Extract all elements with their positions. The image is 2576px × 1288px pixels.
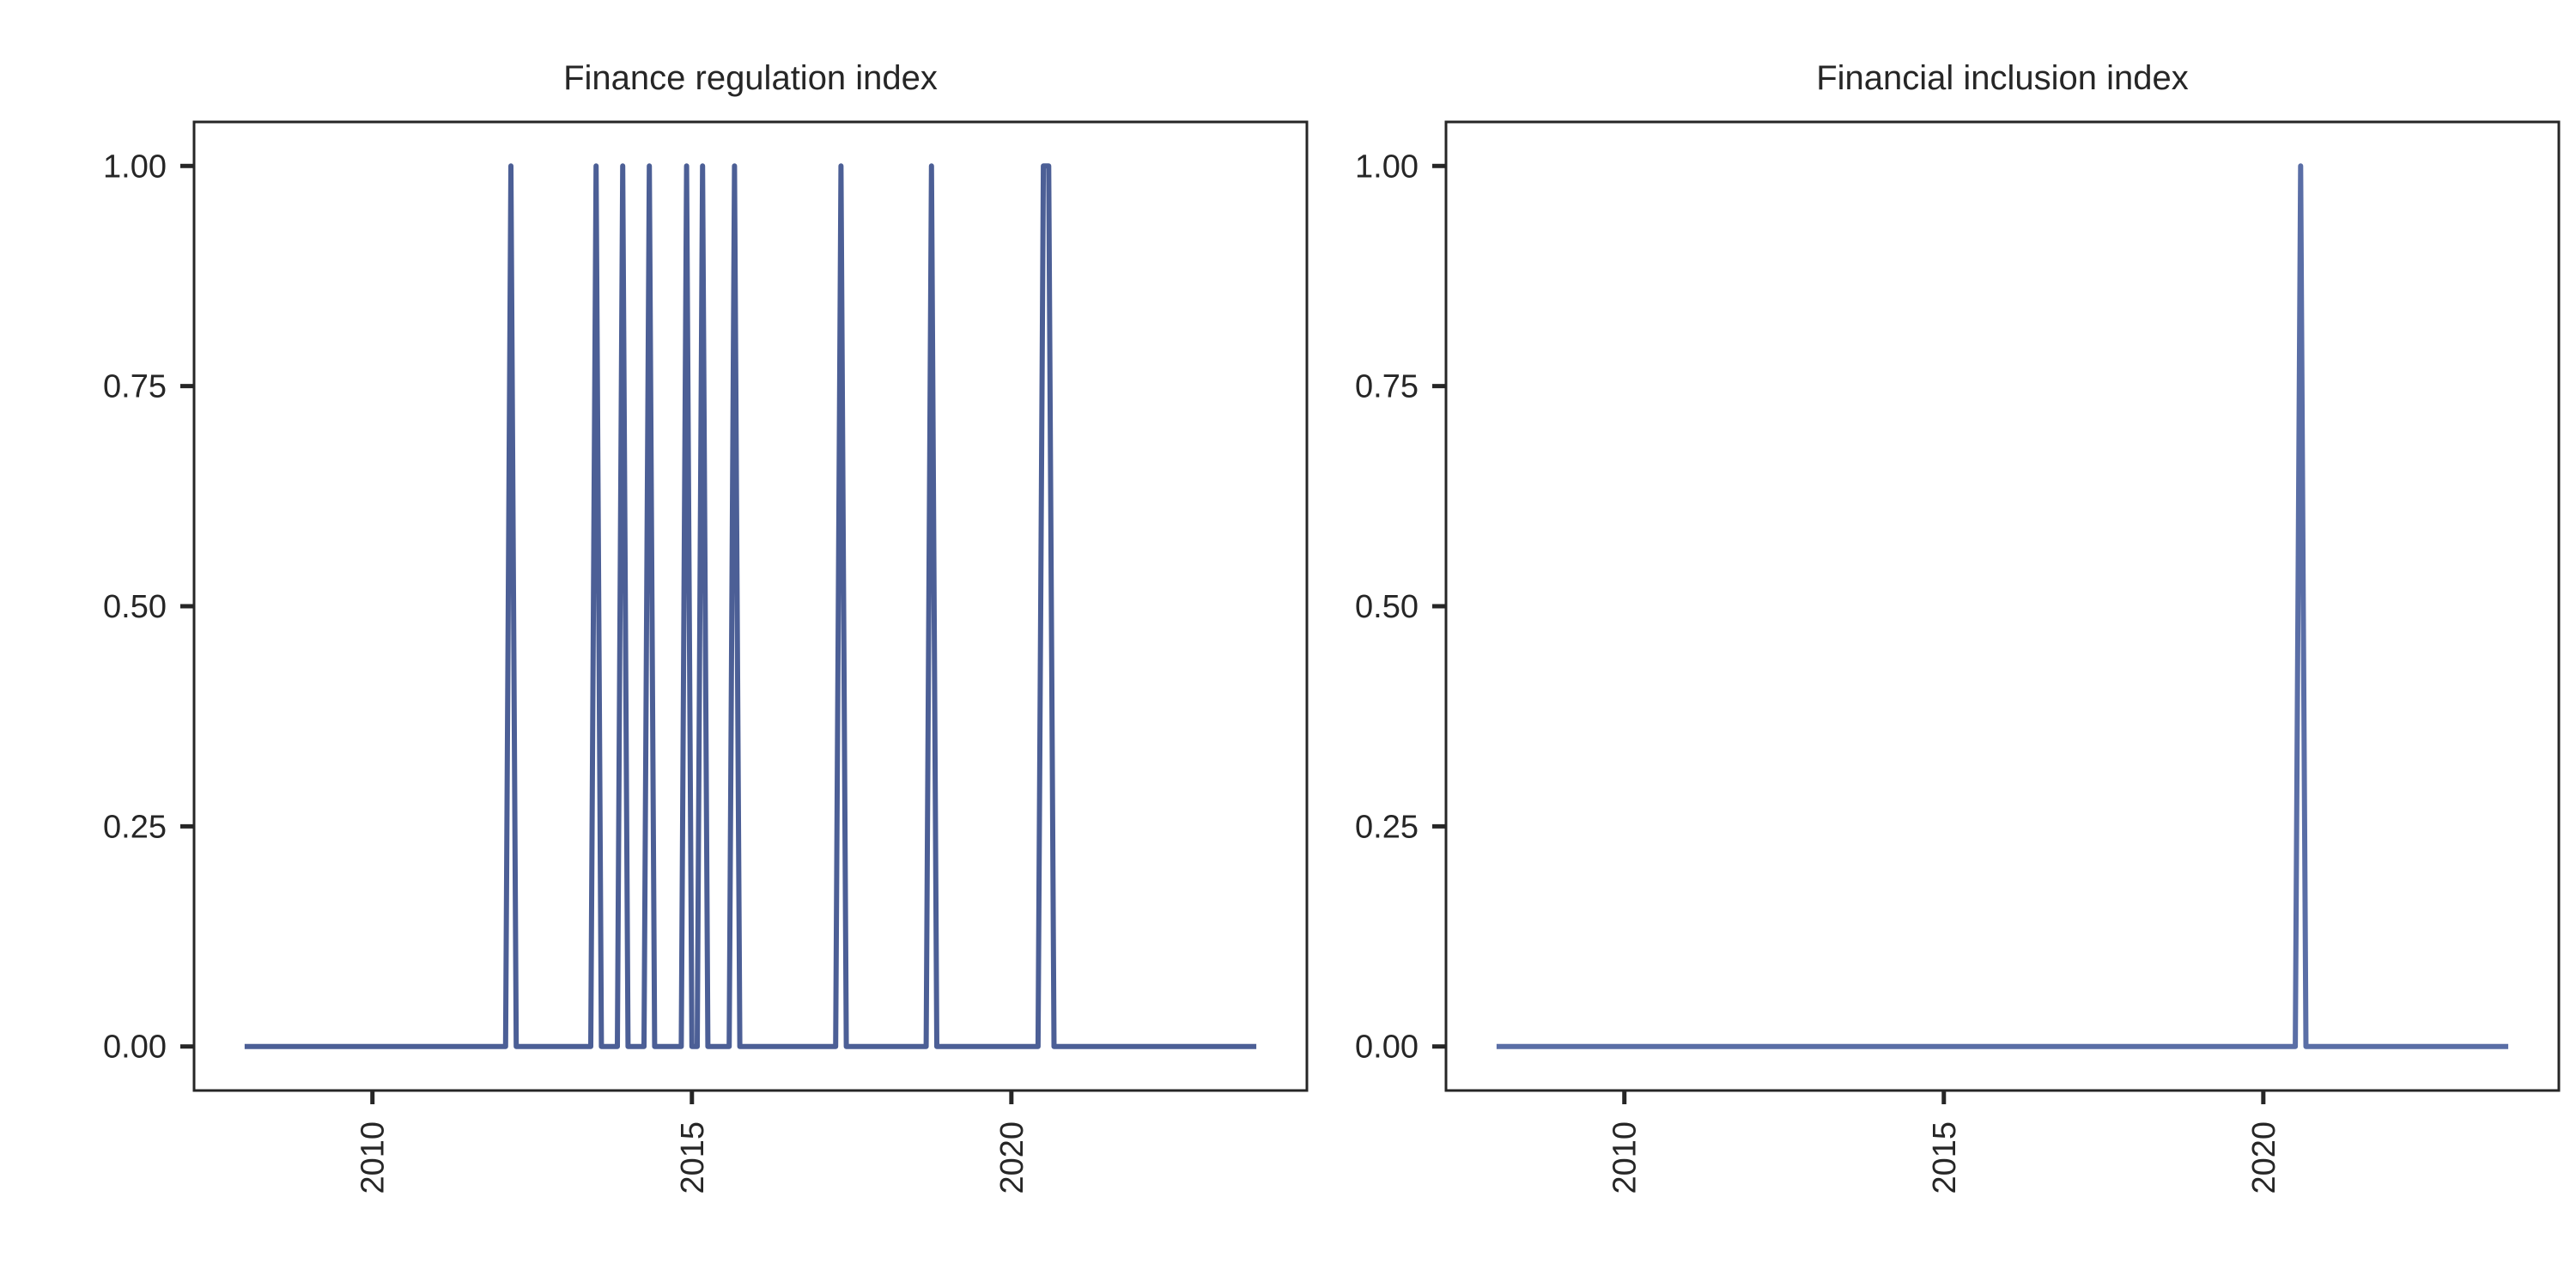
y-tick-label: 0.25 — [1355, 809, 1419, 845]
x-tick-label: 2010 — [1607, 1121, 1643, 1194]
y-tick-label: 0.50 — [1355, 589, 1419, 625]
x-tick-label: 2015 — [675, 1121, 711, 1194]
panel-finance-regulation: Finance regulation index 0.00 0.25 0.50 0.75… — [103, 59, 1309, 1194]
y-tick-label: 1.00 — [1355, 149, 1419, 185]
y-tick-label: 0.00 — [103, 1030, 167, 1066]
panel-financial-inclusion: Financial inclusion index 0.00 0.25 0.50 0.7… — [1355, 59, 2561, 1194]
axes-frame — [1444, 120, 2561, 1092]
chart-title: Finance regulation index — [563, 59, 938, 97]
series-line — [1496, 163, 2509, 1049]
y-tick-label: 0.75 — [103, 369, 167, 405]
x-tick-label: 2015 — [1927, 1121, 1963, 1194]
axes-frame — [192, 120, 1309, 1092]
y-tick-label: 0.25 — [103, 809, 167, 845]
x-tick-label: 2010 — [355, 1121, 392, 1194]
y-tick-label: 1.00 — [103, 149, 167, 185]
y-tick-label: 0.75 — [1355, 369, 1419, 405]
x-tick-label: 2020 — [2246, 1121, 2282, 1194]
x-tick-label: 2020 — [994, 1121, 1030, 1194]
y-tick-label: 0.00 — [1355, 1030, 1419, 1066]
chart-title: Financial inclusion index — [1816, 59, 2189, 97]
series-line — [244, 163, 1257, 1049]
y-tick-label: 0.50 — [103, 589, 167, 625]
